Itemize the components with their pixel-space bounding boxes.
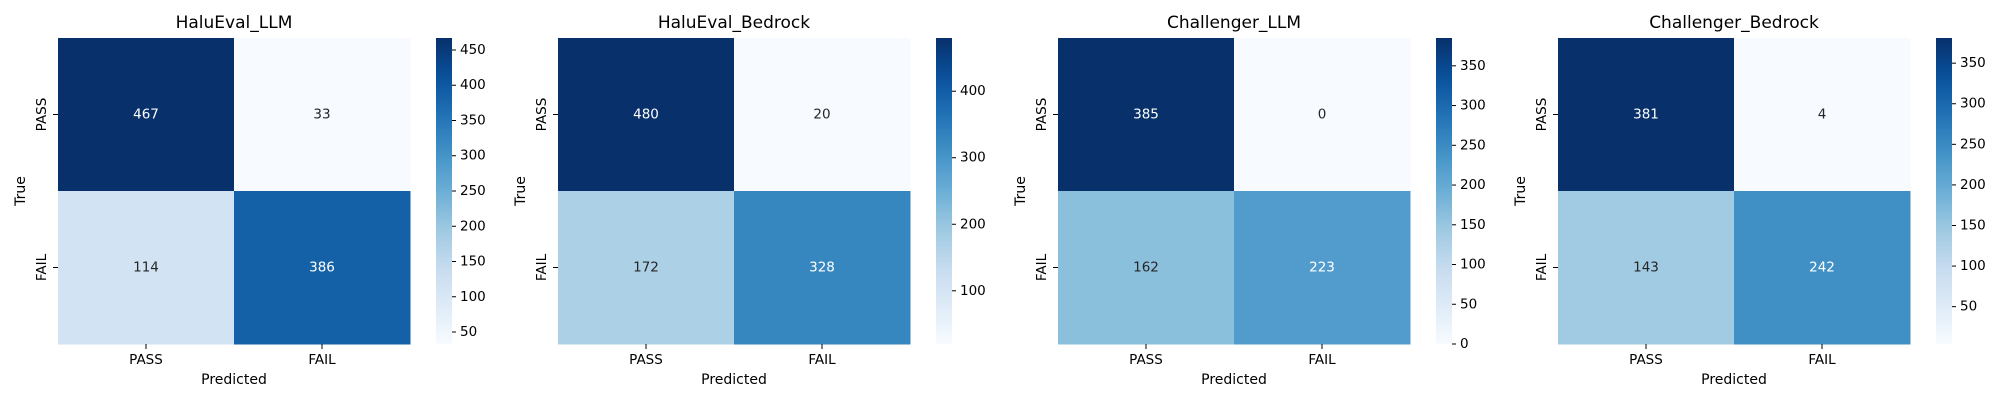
heatmap-cell	[1558, 191, 1735, 345]
y-tick-label: PASS	[1534, 98, 1550, 132]
cell-value-label: 480	[633, 107, 659, 123]
colorbar-tick-label: 200	[460, 218, 486, 234]
cell-value-label: 172	[633, 260, 659, 276]
heatmap-cell	[1058, 38, 1235, 192]
cell-value-label: 33	[313, 107, 330, 123]
colorbar-tick-label: 50	[1960, 299, 1977, 315]
colorbar-tick-label: 450	[460, 42, 486, 58]
colorbar-tick-label: 300	[1460, 98, 1486, 114]
colorbar-tick-label: 250	[460, 183, 486, 199]
x-axis-label: Predicted	[1701, 372, 1767, 388]
heatmap-cell	[1234, 38, 1411, 192]
x-tick-label: PASS	[1129, 352, 1163, 368]
heatmap-cell	[1734, 38, 1911, 192]
cell-value-label: 381	[1633, 107, 1659, 123]
colorbar-tick-label: 200	[1960, 177, 1986, 193]
chart-title: Challenger_LLM	[1167, 13, 1301, 33]
x-tick-label: PASS	[1629, 352, 1663, 368]
heatmap-panel-1: 467 33 114 386 HaluEval_LLM PASS FAIL Predicted…	[13, 13, 486, 388]
cell-value-label: 114	[133, 260, 159, 276]
colorbar-tick-label: 300	[460, 148, 486, 164]
colorbar	[436, 38, 452, 344]
heatmap-cell	[58, 38, 235, 192]
colorbar-tick-label: 200	[960, 216, 986, 232]
y-tick-label: PASS	[34, 98, 50, 132]
x-axis-label: Predicted	[1201, 372, 1267, 388]
x-tick-label: FAIL	[308, 352, 336, 368]
heatmap-cell	[734, 38, 911, 192]
cell-value-label: 20	[813, 107, 830, 123]
colorbar	[1936, 38, 1952, 344]
heatmap-cell	[234, 191, 411, 345]
cell-value-label: 328	[809, 260, 835, 276]
colorbar-tick-label: 350	[1960, 55, 1986, 71]
colorbar-tick-label: 400	[960, 83, 986, 99]
y-axis-label: True	[13, 176, 29, 207]
x-tick-label: PASS	[629, 352, 663, 368]
chart-title: HaluEval_Bedrock	[658, 13, 810, 33]
y-tick-label: PASS	[534, 98, 550, 132]
colorbar-tick-label: 100	[960, 283, 986, 299]
x-axis-label: Predicted	[201, 372, 267, 388]
cell-value-label: 162	[1133, 260, 1159, 276]
cell-value-label: 385	[1133, 107, 1159, 123]
colorbar-tick-label: 100	[1460, 257, 1486, 273]
chart-title: Challenger_Bedrock	[1649, 13, 1819, 33]
cell-value-label: 467	[133, 107, 159, 123]
heatmap-panel-4: 381 4 143 242 Challenger_Bedrock PASS FAIL Pred…	[1513, 13, 1986, 388]
heatmap-panel-3: 385 0 162 223 Challenger_LLM PASS FAIL Predicte…	[1013, 13, 1486, 388]
y-tick-label: FAIL	[34, 253, 50, 281]
y-axis-label: True	[1013, 176, 1029, 207]
cell-value-label: 4	[1818, 107, 1827, 123]
heatmap-panel-2: 480 20 172 328 HaluEval_Bedrock PASS FAIL Predi…	[513, 13, 986, 388]
colorbar-tick-label: 50	[1460, 296, 1477, 312]
y-axis-label: True	[1513, 176, 1529, 207]
cell-value-label: 223	[1309, 260, 1335, 276]
heatmap-cell	[1058, 191, 1235, 345]
x-tick-label: PASS	[129, 352, 163, 368]
colorbar-tick-label: 350	[1460, 58, 1486, 74]
colorbar	[1436, 38, 1452, 344]
y-tick-label: FAIL	[1534, 253, 1550, 281]
heatmap-cell	[734, 191, 911, 345]
x-tick-label: FAIL	[1808, 352, 1836, 368]
colorbar-tick-label: 300	[960, 150, 986, 166]
heatmap-cell	[58, 191, 235, 345]
y-tick-label: FAIL	[1034, 253, 1050, 281]
cell-value-label: 242	[1809, 260, 1835, 276]
x-tick-label: FAIL	[1308, 352, 1336, 368]
heatmap-cell	[558, 38, 735, 192]
colorbar-tick-label: 100	[460, 289, 486, 305]
x-tick-label: FAIL	[808, 352, 836, 368]
y-tick-label: FAIL	[534, 253, 550, 281]
y-tick-label: PASS	[1034, 98, 1050, 132]
y-axis-label: True	[513, 176, 529, 207]
heatmap-cell	[1734, 191, 1911, 345]
chart-title: HaluEval_LLM	[176, 13, 293, 33]
colorbar-tick-label: 50	[460, 324, 477, 340]
colorbar-tick-label: 250	[1460, 137, 1486, 153]
colorbar-tick-label: 250	[1960, 136, 1986, 152]
colorbar	[936, 38, 952, 344]
colorbar-tick-label: 400	[460, 77, 486, 93]
x-axis-label: Predicted	[701, 372, 767, 388]
colorbar-tick-label: 350	[460, 112, 486, 128]
colorbar-tick-label: 150	[460, 254, 486, 270]
colorbar-tick-label: 150	[1460, 217, 1486, 233]
cell-value-label: 0	[1318, 107, 1327, 123]
colorbar-tick-label: 100	[1960, 258, 1986, 274]
colorbar-tick-label: 300	[1960, 96, 1986, 112]
cell-value-label: 386	[309, 260, 335, 276]
cell-value-label: 143	[1633, 260, 1659, 276]
heatmap-cell	[558, 191, 735, 345]
heatmap-cell	[234, 38, 411, 192]
colorbar-tick-label: 0	[1460, 336, 1469, 352]
colorbar-tick-label: 150	[1960, 217, 1986, 233]
heatmap-cell	[1558, 38, 1735, 192]
colorbar-tick-label: 200	[1460, 177, 1486, 193]
heatmap-cell	[1234, 191, 1411, 345]
